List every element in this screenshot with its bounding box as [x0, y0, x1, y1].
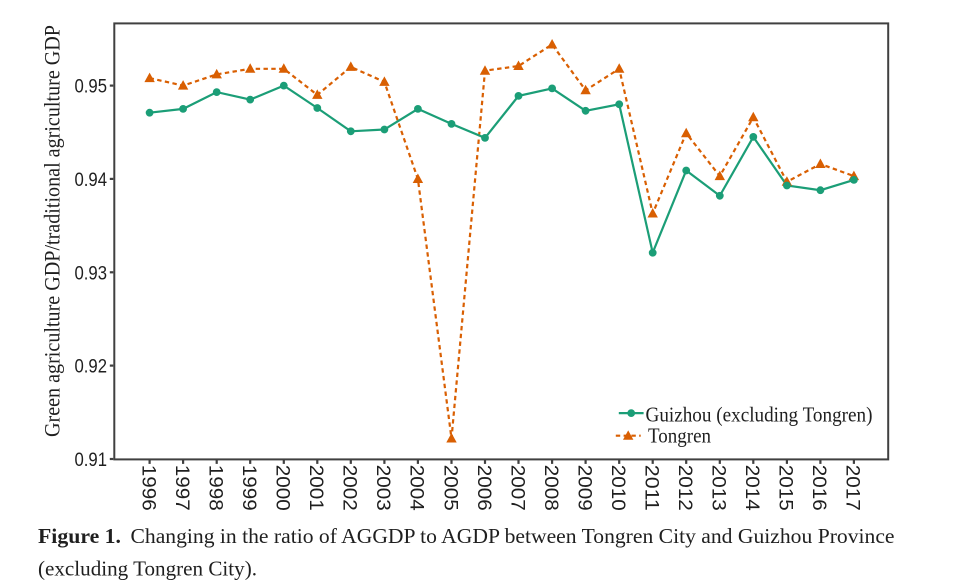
svg-text:2007: 2007 [506, 465, 528, 511]
svg-text:2000: 2000 [272, 465, 294, 511]
svg-text:1996: 1996 [137, 465, 159, 511]
svg-text:0.91: 0.91 [75, 449, 108, 471]
svg-text:2015: 2015 [775, 465, 797, 511]
svg-text:2001: 2001 [305, 465, 327, 511]
svg-text:Guizhou (excluding Tongren): Guizhou (excluding Tongren) [646, 402, 873, 426]
svg-text:2008: 2008 [540, 465, 562, 511]
svg-text:2005: 2005 [439, 465, 461, 511]
svg-text:2004: 2004 [406, 465, 428, 511]
svg-text:2003: 2003 [372, 465, 394, 511]
svg-text:2002: 2002 [339, 465, 361, 511]
svg-text:2014: 2014 [741, 465, 763, 511]
svg-text:2017: 2017 [842, 465, 864, 511]
svg-text:Changing in the ratio of AGGDP: Changing in the ratio of AGGDP to AGDP b… [131, 524, 895, 548]
svg-text:2016: 2016 [808, 465, 830, 511]
svg-text:0.93: 0.93 [75, 262, 108, 284]
svg-text:2006: 2006 [473, 465, 495, 511]
svg-text:2009: 2009 [573, 465, 595, 511]
svg-text:1998: 1998 [205, 465, 227, 511]
svg-text:1999: 1999 [238, 465, 260, 511]
svg-text:0.94: 0.94 [75, 169, 108, 191]
svg-text:2013: 2013 [708, 465, 730, 511]
svg-text:0.95: 0.95 [75, 76, 108, 98]
svg-text:Tongren: Tongren [648, 424, 711, 448]
svg-text:2011: 2011 [641, 465, 663, 511]
svg-text:Green agriculture GDP/traditio: Green agriculture GDP/traditional agricu… [40, 25, 65, 437]
svg-text:1997: 1997 [171, 465, 193, 511]
svg-text:(excluding Tongren City).: (excluding Tongren City). [38, 557, 257, 581]
svg-text:2012: 2012 [674, 465, 696, 511]
svg-text:Figure 1.: Figure 1. [38, 524, 121, 548]
svg-text:0.92: 0.92 [75, 356, 108, 378]
svg-text:2010: 2010 [607, 465, 629, 511]
